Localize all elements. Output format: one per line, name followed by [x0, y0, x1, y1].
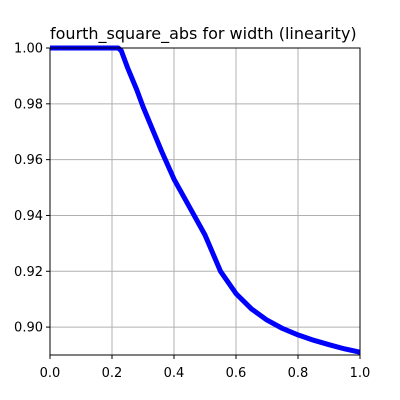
x-tick-label: 0.8	[288, 366, 309, 381]
x-tick-label: 0.6	[226, 366, 247, 381]
x-tick-label: 0.2	[102, 366, 123, 381]
series-layer	[50, 45, 360, 355]
y-tick-label: 0.96	[14, 153, 43, 168]
x-tick-label: 0.4	[164, 366, 185, 381]
y-tick-label: 0.92	[14, 265, 43, 280]
chart-title: fourth_square_abs for width (linearity)	[50, 24, 357, 44]
x-tick-label: 0.0	[40, 366, 61, 381]
series-line	[50, 45, 360, 355]
y-tick-label: 0.98	[14, 97, 43, 112]
y-tick-label: 0.90	[14, 321, 43, 336]
y-axis: 0.90 0.92 0.94 0.96 0.98 1.00	[14, 42, 50, 336]
plot-frame	[49, 47, 361, 356]
y-tick-label: 0.94	[14, 209, 43, 224]
grid-lines	[49, 47, 361, 355]
x-tick-label: 1.0	[350, 366, 371, 381]
x-axis: 0.0 0.2 0.4 0.6 0.8 1.0	[40, 355, 371, 381]
y-tick-label: 1.00	[14, 42, 43, 57]
